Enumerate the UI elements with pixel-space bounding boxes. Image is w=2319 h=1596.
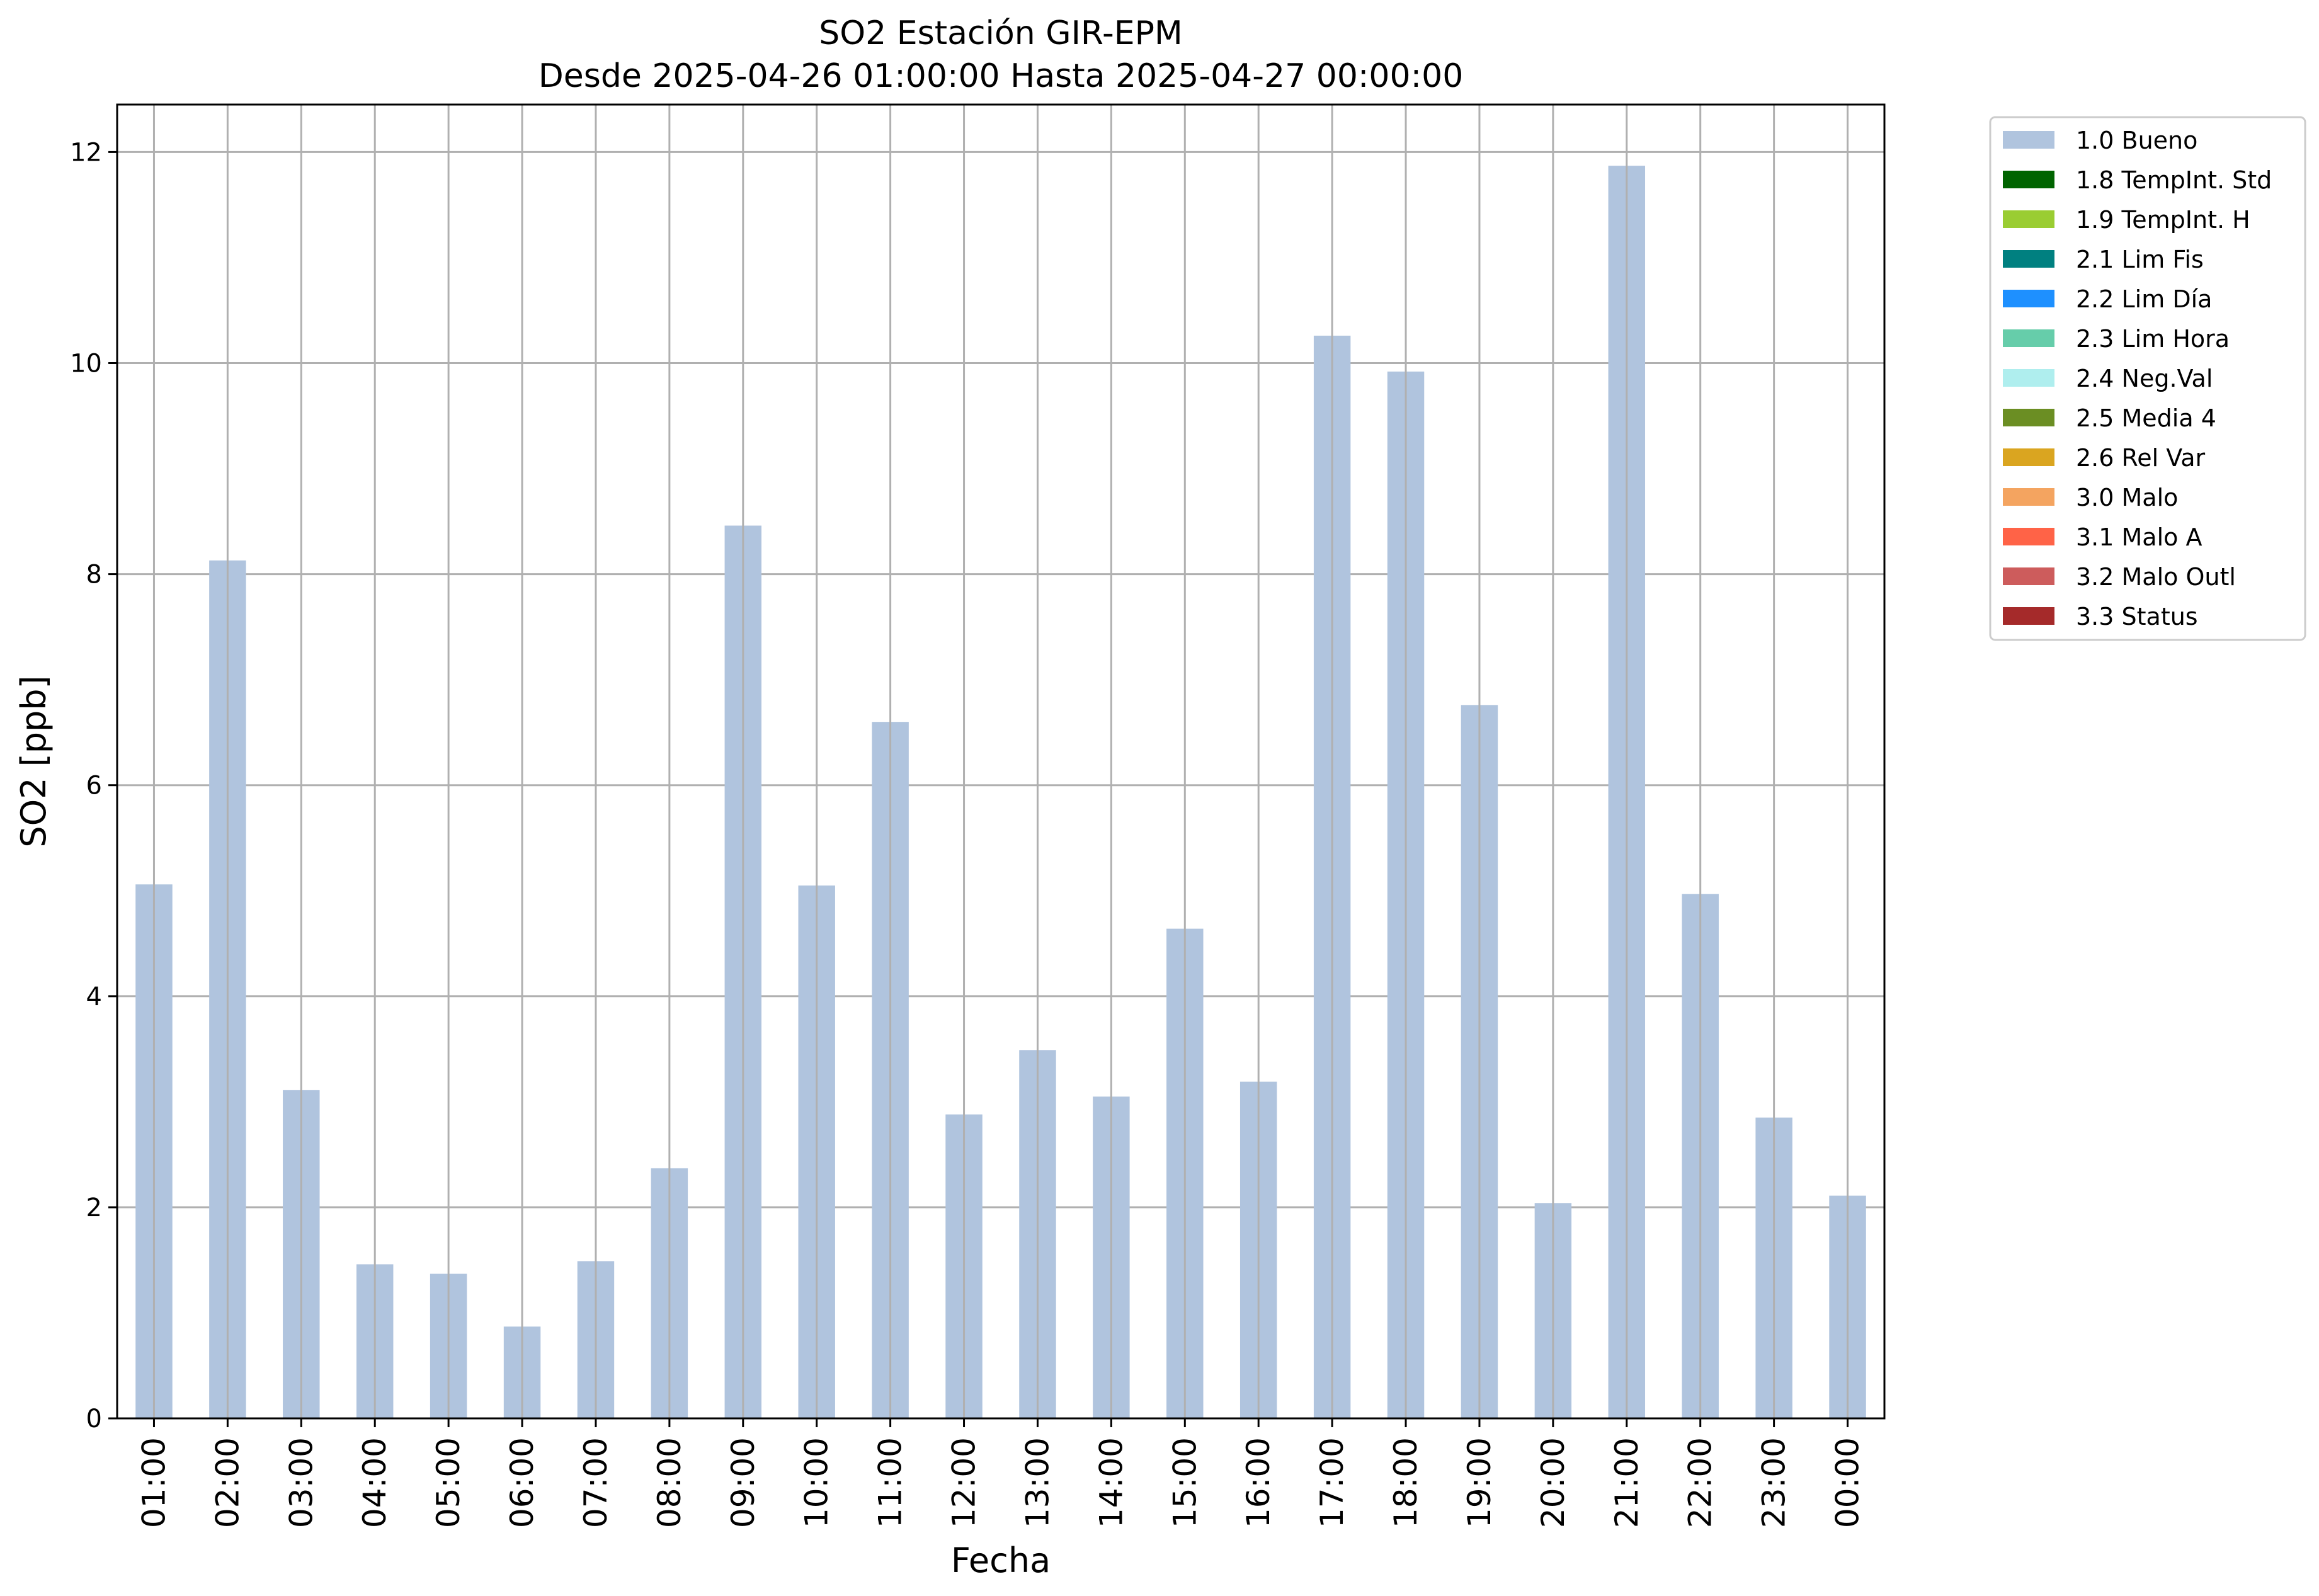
bars-layer — [135, 105, 1866, 1419]
x-tick-label: 13:00 — [1019, 1437, 1056, 1528]
x-tick-label: 00:00 — [1830, 1437, 1866, 1528]
legend-label: 2.2 Lim Día — [2076, 285, 2212, 313]
x-tick-label: 07:00 — [578, 1437, 614, 1528]
plot-frame — [116, 103, 1886, 1420]
legend-swatch — [2003, 448, 2054, 466]
legend-swatch — [2003, 250, 2054, 268]
y-tick-label: 12 — [70, 138, 102, 167]
legend-swatch — [2003, 171, 2054, 188]
x-tick-label: 04:00 — [356, 1437, 393, 1528]
legend-swatch — [2003, 369, 2054, 387]
legend-label: 3.1 Malo A — [2076, 523, 2202, 551]
y-tick-label: 0 — [86, 1405, 102, 1434]
x-tick-label: 03:00 — [283, 1437, 319, 1528]
y-tick-label: 10 — [70, 349, 102, 378]
x-tick-label: 18:00 — [1387, 1437, 1424, 1528]
x-tick-label: 02:00 — [209, 1437, 246, 1528]
grid-layer — [117, 151, 1884, 1420]
y-tick-label: 6 — [86, 772, 102, 801]
x-tick-label: 11:00 — [872, 1437, 909, 1528]
legend-frame — [1989, 116, 2306, 641]
x-tick-label: 06:00 — [504, 1437, 540, 1528]
x-tick-label: 17:00 — [1314, 1437, 1350, 1528]
x-tick-label: 14:00 — [1093, 1437, 1129, 1528]
y-tick-label: 2 — [86, 1194, 102, 1223]
legend-swatch — [2003, 607, 2054, 625]
legend-swatch — [2003, 409, 2054, 426]
legend-swatch — [2003, 528, 2054, 545]
legend-label: 2.1 Lim Fis — [2076, 246, 2204, 273]
x-tick-label: 21:00 — [1609, 1437, 1645, 1528]
legend-label: 2.6 Rel Var — [2076, 444, 2206, 472]
x-axis: 01:00 02:00 03:00 04:00 05:00 06:00 07:00 08:00… — [135, 1418, 1866, 1528]
legend-label: 2.5 Media 4 — [2076, 404, 2216, 432]
legend-label: 1.8 TempInt. Std — [2076, 166, 2272, 194]
legend-label: 1.0 Bueno — [2076, 127, 2197, 154]
x-tick-label: 01:00 — [135, 1437, 172, 1528]
legend-swatch — [2003, 329, 2054, 347]
legend-swatch — [2003, 290, 2054, 307]
x-tick-label: 10:00 — [799, 1437, 835, 1528]
x-tick-label: 09:00 — [725, 1437, 761, 1528]
legend-label: 2.3 Lim Hora — [2076, 325, 2230, 353]
y-axis-label: SO2 [ppb] — [14, 675, 54, 847]
legend-swatch — [2003, 567, 2054, 585]
x-axis-label: Fecha — [951, 1541, 1051, 1580]
x-tick-label: 12:00 — [946, 1437, 983, 1528]
legend-label: 2.4 Neg.Val — [2076, 365, 2213, 392]
y-tick-label: 8 — [86, 561, 102, 590]
x-tick-label: 08:00 — [651, 1437, 688, 1528]
legend-swatch — [2003, 488, 2054, 506]
x-tick-label: 15:00 — [1166, 1437, 1203, 1528]
y-axis: 0 2 4 6 8 10 12 — [70, 138, 117, 1434]
x-tick-label: 16:00 — [1240, 1437, 1277, 1528]
y-tick-label: 4 — [86, 983, 102, 1012]
x-tick-label: 19:00 — [1461, 1437, 1498, 1528]
legend-label: 1.9 TempInt. H — [2076, 206, 2250, 234]
legend-swatch — [2003, 131, 2054, 149]
legend-entries: 1.0 Bueno 1.8 TempInt. Std 1.9 TempInt. H 2… — [2003, 127, 2272, 630]
legend-swatch — [2003, 210, 2054, 228]
x-tick-label: 22:00 — [1682, 1437, 1719, 1528]
legend: 1.0 Bueno 1.8 TempInt. Std 1.9 TempInt. H 2… — [1989, 116, 2306, 641]
chart-subtitle: Desde 2025-04-26 01:00:00 Hasta 2025-04-… — [538, 57, 1464, 95]
legend-label: 3.2 Malo Outl — [2076, 563, 2236, 591]
legend-label: 3.0 Malo — [2076, 484, 2178, 511]
x-tick-label: 23:00 — [1756, 1437, 1792, 1528]
legend-label: 3.3 Status — [2076, 603, 2198, 630]
x-tick-label: 05:00 — [430, 1437, 467, 1528]
chart-title: SO2 Estación GIR-EPM — [819, 14, 1183, 52]
x-tick-label: 20:00 — [1535, 1437, 1571, 1528]
